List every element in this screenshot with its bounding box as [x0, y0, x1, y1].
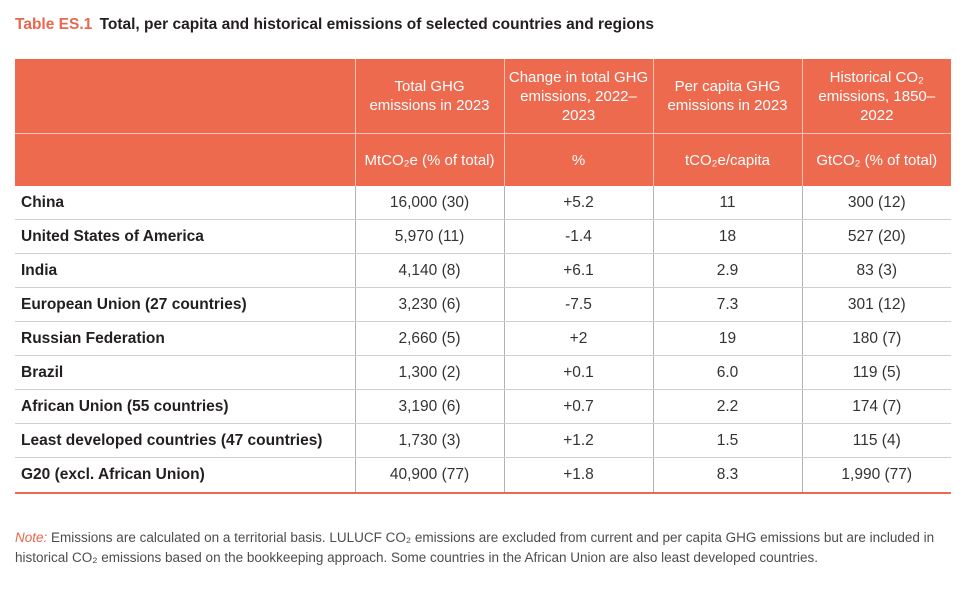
- change-cell: -1.4: [503, 219, 653, 254]
- unit-cell-change: %: [503, 133, 653, 186]
- historical-cell: 180 (7): [801, 321, 951, 356]
- header-cell-change: Change in total GHG emissions, 2022–2023: [503, 59, 653, 134]
- country-cell: China: [15, 186, 355, 220]
- historical-cell: 301 (12): [801, 287, 951, 322]
- total-ghg-cell: 1,300 (2): [354, 355, 504, 390]
- table-note: Note: Emissions are calculated on a terr…: [15, 528, 960, 567]
- header-cell-per-capita: Per capita GHG emissions in 2023: [652, 59, 802, 134]
- change-cell: -7.5: [503, 287, 653, 322]
- historical-cell: 115 (4): [801, 423, 951, 458]
- total-ghg-cell: 2,660 (5): [354, 321, 504, 356]
- total-ghg-cell: 5,970 (11): [354, 219, 504, 254]
- change-cell: +6.1: [503, 253, 653, 288]
- historical-cell: 1,990 (77): [801, 457, 951, 494]
- table-row: India 4,140 (8) +6.1 2.9 83 (3): [15, 253, 951, 288]
- total-ghg-cell: 16,000 (30): [354, 186, 504, 220]
- emissions-table: Total GHG emissions in 2023 Change in to…: [15, 59, 951, 494]
- per-capita-cell: 11: [652, 186, 802, 220]
- table-row: Brazil 1,300 (2) +0.1 6.0 119 (5): [15, 355, 951, 390]
- country-cell: African Union (55 countries): [15, 389, 355, 424]
- change-cell: +1.2: [503, 423, 653, 458]
- change-cell: +0.1: [503, 355, 653, 390]
- country-cell: Brazil: [15, 355, 355, 390]
- country-cell: G20 (excl. African Union): [15, 457, 355, 494]
- table-row: Least developed countries (47 countries)…: [15, 423, 951, 458]
- note-label: Note:: [15, 530, 48, 545]
- historical-cell: 300 (12): [801, 186, 951, 220]
- per-capita-cell: 19: [652, 321, 802, 356]
- table-row: African Union (55 countries) 3,190 (6) +…: [15, 389, 951, 424]
- total-ghg-cell: 3,230 (6): [354, 287, 504, 322]
- historical-cell: 527 (20): [801, 219, 951, 254]
- table-row: China 16,000 (30) +5.2 11 300 (12): [15, 186, 951, 220]
- country-cell: Russian Federation: [15, 321, 355, 356]
- table-row: United States of America 5,970 (11) -1.4…: [15, 219, 951, 254]
- per-capita-cell: 1.5: [652, 423, 802, 458]
- per-capita-cell: 8.3: [652, 457, 802, 494]
- total-ghg-cell: 1,730 (3): [354, 423, 504, 458]
- total-ghg-cell: 40,900 (77): [354, 457, 504, 494]
- header-cell-historical: Historical CO₂ emissions, 1850–2022: [801, 59, 951, 134]
- country-cell: United States of America: [15, 219, 355, 254]
- table-number: Table ES.1: [15, 16, 93, 33]
- per-capita-cell: 6.0: [652, 355, 802, 390]
- change-cell: +2: [503, 321, 653, 356]
- unit-cell-total-ghg: MtCO₂e (% of total): [354, 133, 504, 186]
- country-cell: Least developed countries (47 countries): [15, 423, 355, 458]
- change-cell: +0.7: [503, 389, 653, 424]
- header-cell-total-ghg: Total GHG emissions in 2023: [354, 59, 504, 134]
- per-capita-cell: 2.2: [652, 389, 802, 424]
- units-row: MtCO₂e (% of total) % tCO₂e/capita GtCO₂…: [15, 133, 951, 186]
- change-cell: +5.2: [503, 186, 653, 220]
- total-ghg-cell: 4,140 (8): [354, 253, 504, 288]
- change-cell: +1.8: [503, 457, 653, 494]
- historical-cell: 174 (7): [801, 389, 951, 424]
- note-text: Emissions are calculated on a territoria…: [15, 530, 935, 565]
- table-row: European Union (27 countries) 3,230 (6) …: [15, 287, 951, 322]
- unit-cell-historical: GtCO₂ (% of total): [801, 133, 951, 186]
- table-row: G20 (excl. African Union) 40,900 (77) +1…: [15, 457, 951, 494]
- table-row: Russian Federation 2,660 (5) +2 19 180 (…: [15, 321, 951, 356]
- header-cell-country: [15, 59, 355, 134]
- historical-cell: 83 (3): [801, 253, 951, 288]
- total-ghg-cell: 3,190 (6): [354, 389, 504, 424]
- per-capita-cell: 7.3: [652, 287, 802, 322]
- table-caption: Table ES.1 Total, per capita and histori…: [15, 16, 654, 34]
- country-cell: European Union (27 countries): [15, 287, 355, 322]
- historical-cell: 119 (5): [801, 355, 951, 390]
- country-cell: India: [15, 253, 355, 288]
- unit-cell-per-capita: tCO₂e/capita: [652, 133, 802, 186]
- unit-cell-country: [15, 133, 355, 186]
- table-title: Total, per capita and historical emissio…: [99, 16, 654, 33]
- per-capita-cell: 2.9: [652, 253, 802, 288]
- header-row: Total GHG emissions in 2023 Change in to…: [15, 59, 951, 134]
- per-capita-cell: 18: [652, 219, 802, 254]
